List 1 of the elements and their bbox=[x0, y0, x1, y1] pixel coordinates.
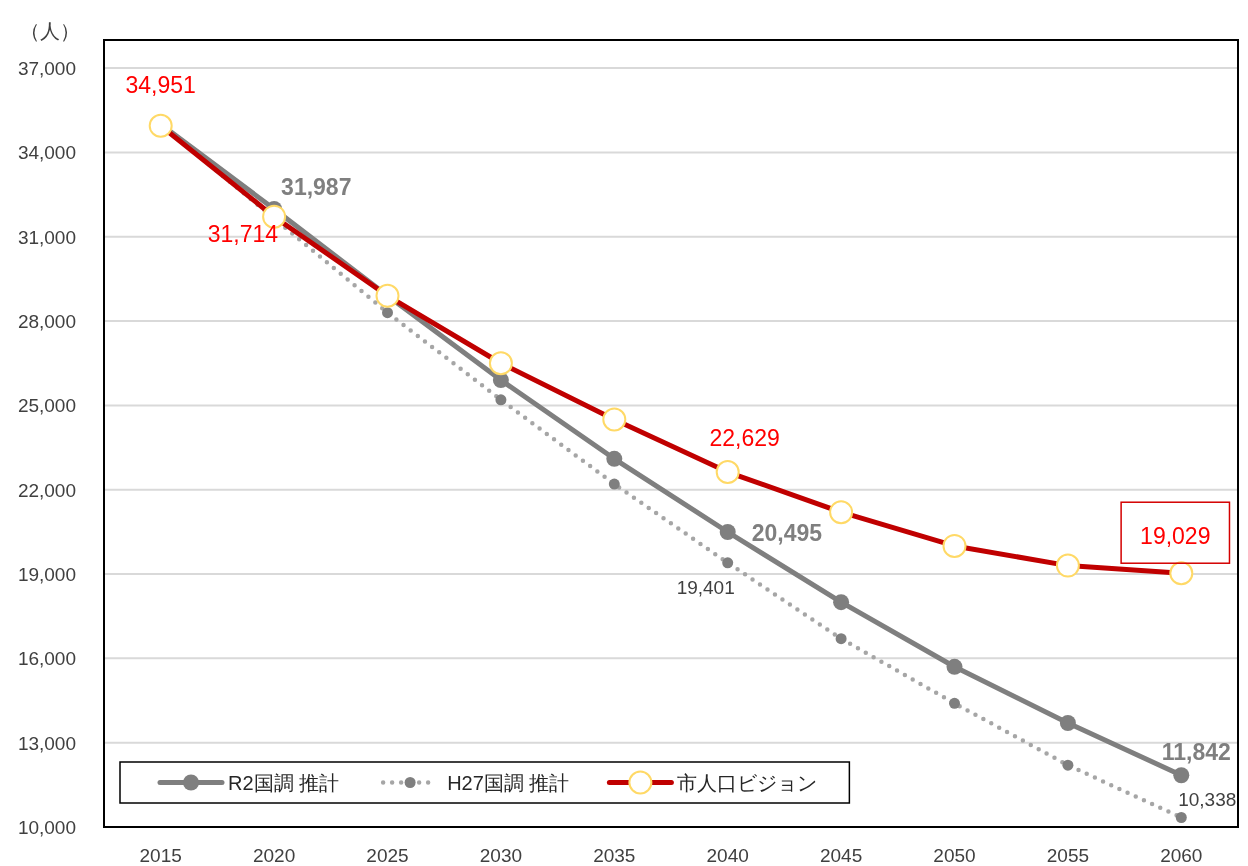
ylabel: （人） bbox=[20, 20, 80, 42]
